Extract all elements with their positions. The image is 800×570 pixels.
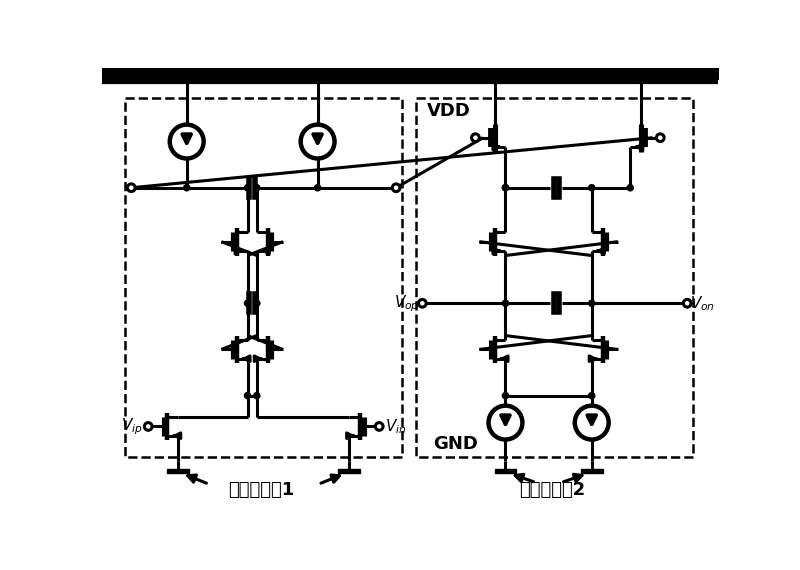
Circle shape [184, 185, 190, 191]
Circle shape [589, 393, 595, 399]
Text: $V_{in}$: $V_{in}$ [385, 417, 406, 436]
Circle shape [683, 299, 691, 307]
Circle shape [472, 134, 479, 141]
Bar [167, 469, 189, 474]
Circle shape [502, 185, 509, 191]
Circle shape [254, 300, 260, 306]
Circle shape [502, 300, 509, 306]
Text: $V_{op}$: $V_{op}$ [394, 293, 419, 314]
Circle shape [127, 184, 135, 192]
Circle shape [245, 185, 250, 191]
Text: 双二阶单刔1: 双二阶单刔1 [228, 481, 294, 499]
Circle shape [502, 393, 509, 399]
Circle shape [144, 422, 152, 430]
Circle shape [254, 185, 260, 191]
Circle shape [254, 393, 260, 399]
Circle shape [502, 185, 509, 191]
Circle shape [589, 185, 595, 191]
Circle shape [392, 184, 400, 192]
Circle shape [245, 393, 250, 399]
Text: VDD: VDD [427, 102, 471, 120]
Circle shape [656, 134, 664, 141]
Text: $V_{on}$: $V_{on}$ [690, 294, 715, 312]
Bar [494, 469, 516, 474]
Circle shape [627, 185, 634, 191]
Bar [338, 469, 360, 474]
Circle shape [375, 422, 383, 430]
Text: GND: GND [433, 435, 478, 453]
Circle shape [245, 300, 250, 306]
Circle shape [589, 300, 595, 306]
Text: $V_{ip}$: $V_{ip}$ [121, 416, 143, 437]
Circle shape [418, 299, 426, 307]
Text: 双二阶单刔2: 双二阶单刔2 [519, 481, 586, 499]
Bar [581, 469, 602, 474]
Circle shape [314, 185, 321, 191]
